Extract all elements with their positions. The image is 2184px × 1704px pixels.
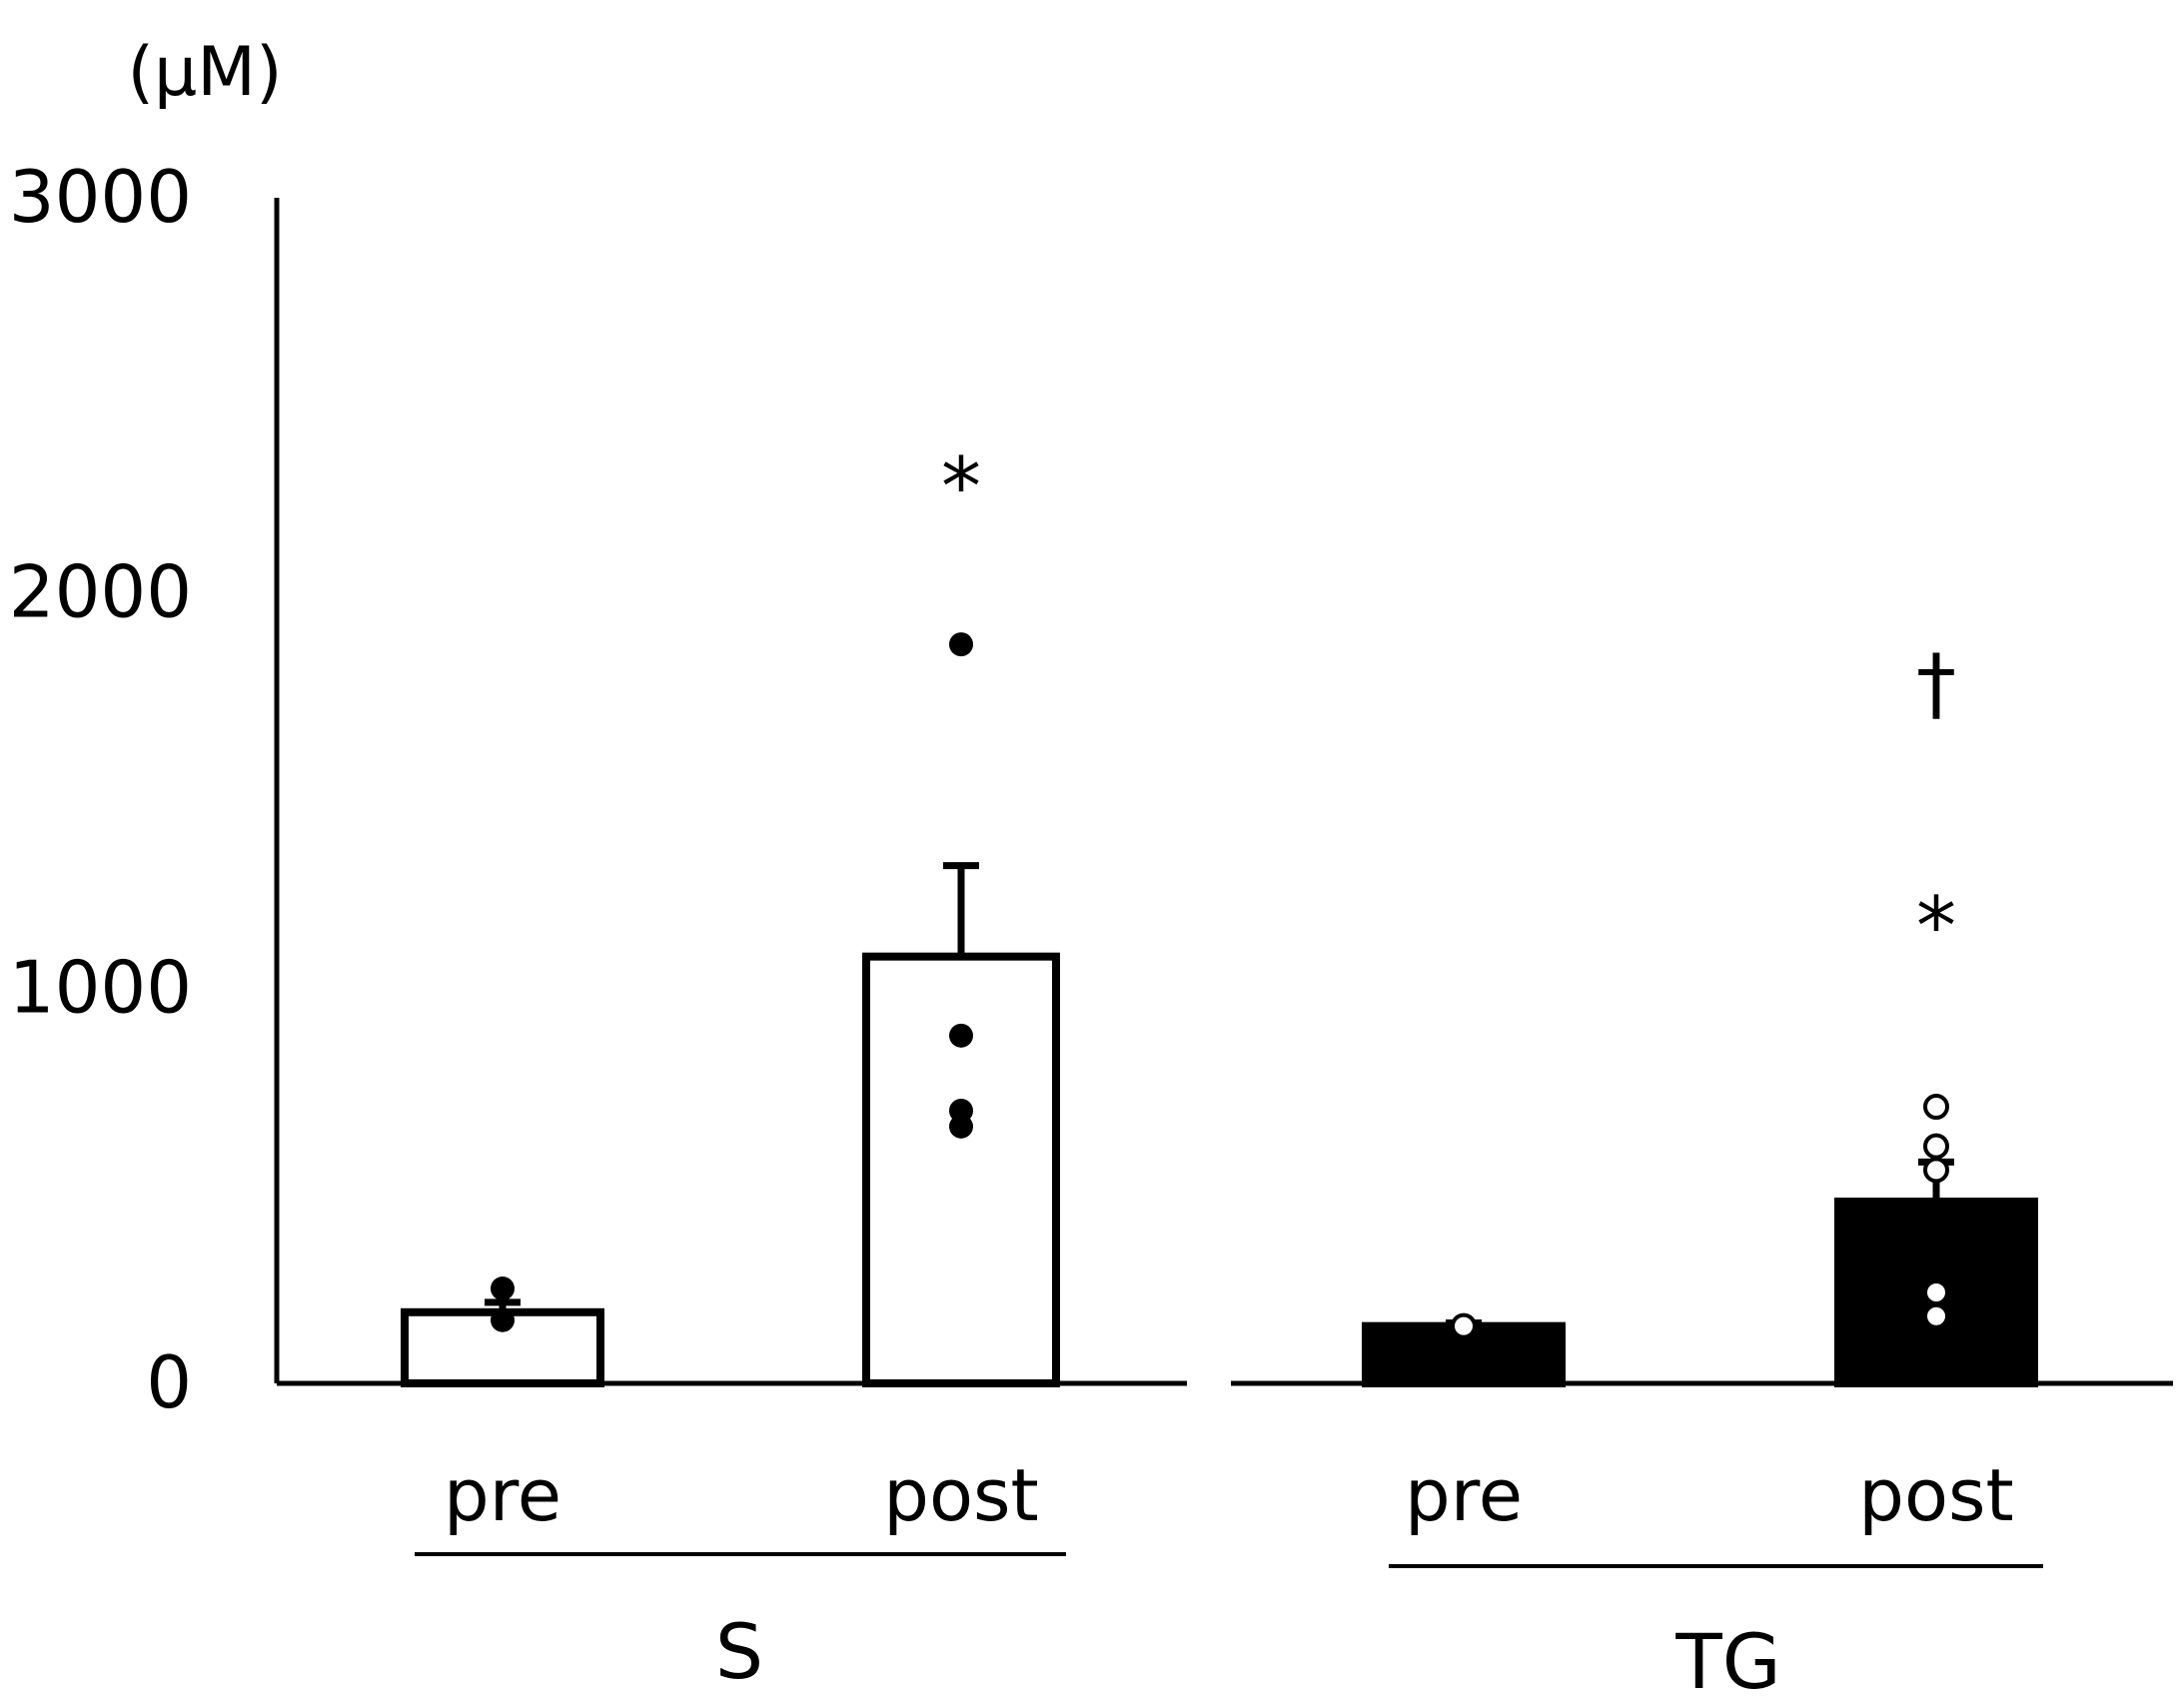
group-label: S [715,1607,763,1696]
bar [1362,1321,1566,1387]
data-point [949,1023,973,1048]
x-category-label: pre [444,1453,561,1537]
group-tg: pre * † post TG [1231,637,2173,1704]
bar-tg-pre: pre [1362,1312,1566,1537]
y-unit-label: (μM) [128,33,283,112]
y-tick-label: 3000 [9,155,192,239]
significance-asterisk: * [941,440,981,533]
data-point [1923,1157,1949,1184]
x-category-label: post [1858,1453,2014,1537]
y-tick-label: 2000 [9,550,192,634]
data-point [491,1277,515,1301]
data-point [1923,1278,1949,1305]
group-s: pre * post S [277,440,1187,1696]
data-point [1451,1312,1477,1339]
y-tick-label: 1000 [9,945,192,1029]
bar [862,952,1060,1387]
data-point [1923,1094,1949,1121]
data-point [1923,1133,1949,1160]
data-point [949,1114,973,1139]
bar-s-post: * post [862,440,1060,1537]
data-point [491,1307,515,1332]
bar-s-pre: pre [401,1277,604,1537]
significance-asterisk: * [1916,880,1956,973]
group-label: TG [1674,1617,1780,1704]
data-point [1923,1302,1949,1329]
y-tick-label: 0 [146,1340,192,1424]
x-category-label: pre [1405,1453,1523,1537]
significance-dagger: † [1916,637,1956,730]
x-category-label: post [883,1453,1039,1537]
data-point [949,632,973,657]
y-axis: 0 1000 2000 3000 [9,155,280,1424]
bar-tg-post: * † post [1834,637,2038,1537]
